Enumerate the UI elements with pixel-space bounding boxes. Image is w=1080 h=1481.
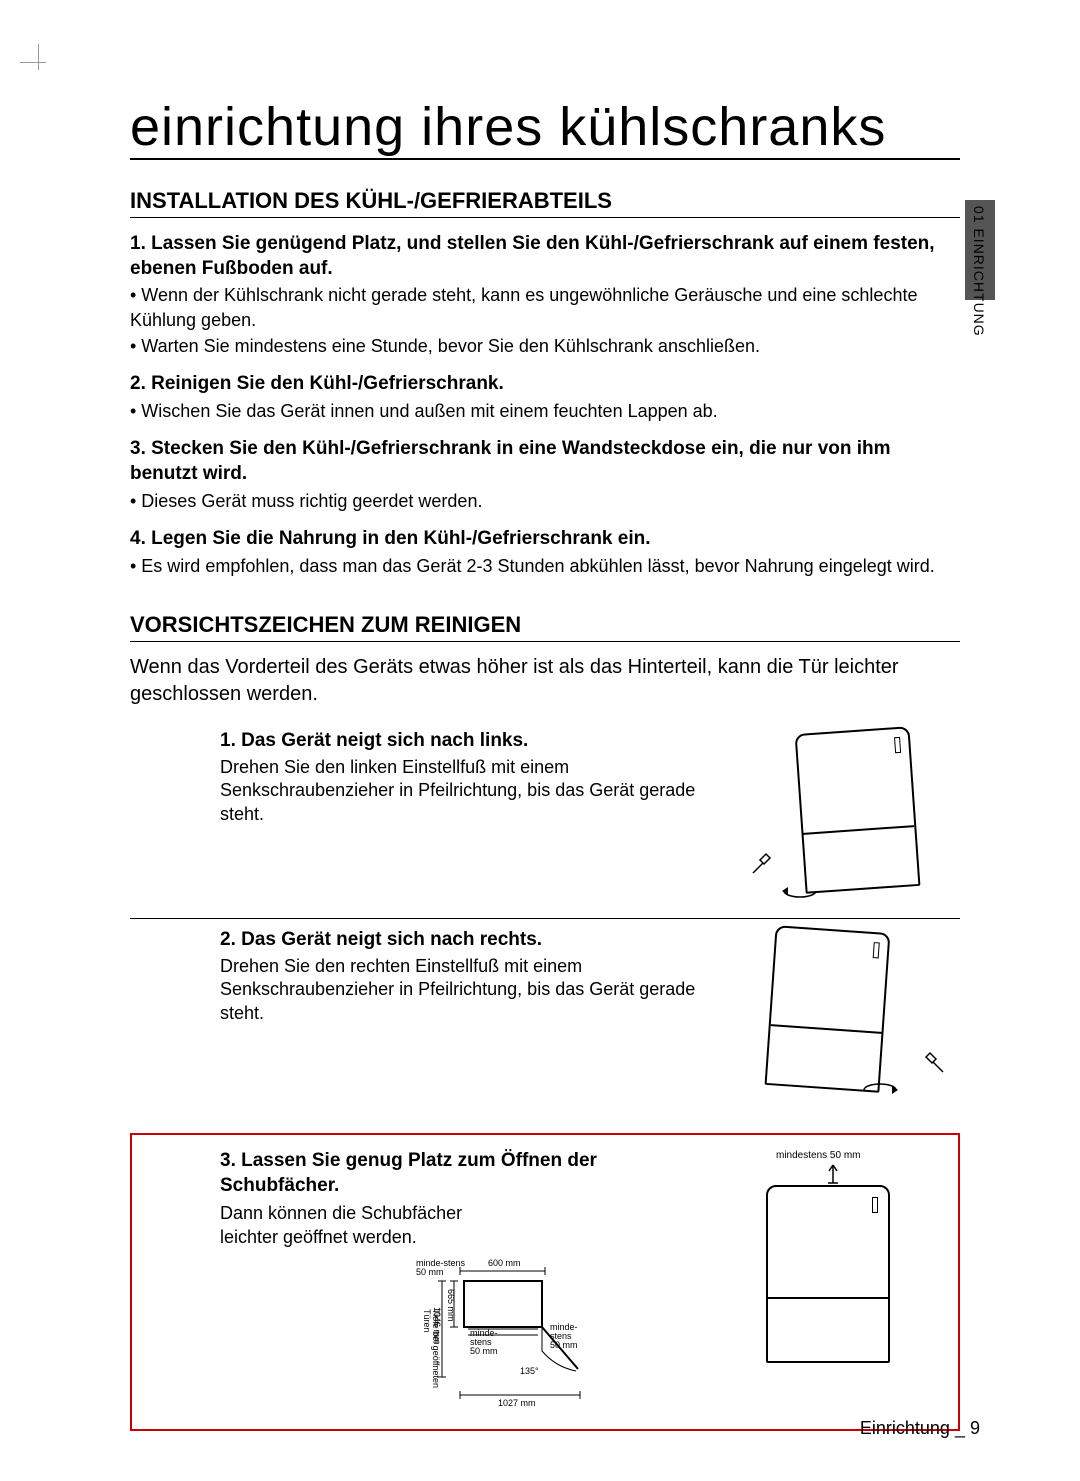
level-right-figure	[740, 929, 960, 1099]
footer-page-number: 9	[970, 1418, 980, 1438]
level-left-text: 1. Das Gerät neigt sich nach links. Dreh…	[130, 730, 720, 826]
dim-side-min-inner: minde- stens 50 mm	[470, 1329, 498, 1356]
fridge-tilted-right	[765, 925, 891, 1093]
level-right-text: 2. Das Gerät neigt sich nach rechts. Dre…	[130, 929, 720, 1025]
fridge-tilted-left	[795, 726, 921, 894]
step4-heading: 4. Legen Sie die Nahrung in den Kühl-/Ge…	[130, 527, 960, 552]
lbl2: stens	[444, 1258, 466, 1268]
dim-top-clear: mindestens 50 mm	[776, 1151, 860, 1161]
page-content: einrichtung ihres kühlschranks INSTALLAT…	[130, 100, 960, 1431]
clearance-desc: Dann können die Schubfächer leichter geö…	[220, 1202, 520, 1249]
side-tab-label: 01 EINRICHTUNG	[971, 206, 987, 337]
dim-angle: 135°	[520, 1367, 539, 1376]
step1-heading: 1. Lassen Sie genügend Platz, und stelle…	[130, 232, 960, 281]
clearance-heading: 3. Lassen Sie genug Platz zum Öffnen der…	[220, 1149, 686, 1198]
step3-heading: 3. Stecken Sie den Kühl-/Gefrierschrank …	[130, 437, 960, 486]
dim-side-min-label: minde-stens 50 mm	[416, 1259, 465, 1277]
fridge-front	[766, 1185, 890, 1363]
section-side-tab: 01 EINRICHTUNG	[965, 200, 995, 350]
dim-open-depth: 1046 mm	[432, 1307, 441, 1345]
step3-bullet1: • Dieses Gerät muss richtig geerdet werd…	[130, 489, 960, 513]
step1-bullet2: • Warten Sie mindestens eine Stunde, bev…	[130, 334, 960, 358]
dim-width: 600 mm	[488, 1259, 521, 1268]
dim-open-width: 1027 mm	[498, 1399, 536, 1408]
step1-bullet1: • Wenn der Kühlschrank nicht gerade steh…	[130, 283, 960, 332]
level-right-desc: Drehen Sie den rechten Einstellfuß mit e…	[220, 955, 720, 1025]
step2-heading: 2. Reinigen Sie den Kühl-/Gefrierschrank…	[130, 372, 960, 397]
dim-side-min-right: minde- stens 50 mm	[550, 1323, 578, 1350]
section-leveling-title: VORSICHTSZEICHEN ZUM REINIGEN	[130, 612, 960, 642]
section-install-title: INSTALLATION DES KÜHL-/GEFRIERABTEILS	[130, 188, 960, 218]
page-footer: Einrichtung _ 9	[860, 1418, 980, 1439]
rotate-arrow-icon	[780, 882, 820, 900]
page-title: einrichtung ihres kühlschranks	[130, 100, 960, 160]
clearance-block: 3. Lassen Sie genug Platz zum Öffnen der…	[130, 1133, 960, 1431]
level-left-figure	[740, 730, 960, 900]
step2-bullet1: • Wischen Sie das Gerät innen und außen …	[130, 399, 960, 423]
crop-mark	[20, 44, 56, 80]
leveling-intro: Wenn das Vorderteil des Geräts etwas höh…	[130, 654, 960, 708]
level-left-heading: 1. Das Gerät neigt sich nach links.	[220, 730, 720, 752]
level-left-block: 1. Das Gerät neigt sich nach links. Dreh…	[130, 720, 960, 919]
level-right-heading: 2. Das Gerät neigt sich nach rechts.	[220, 929, 720, 951]
dim-depth: 665 mm	[446, 1289, 455, 1322]
dim-side-min: 50 mm	[416, 1267, 444, 1277]
topview-diagram: minde-stens 50 mm 600 mm Tiefe bei geöff…	[420, 1259, 590, 1409]
level-right-block: 2. Das Gerät neigt sich nach rechts. Dre…	[130, 919, 960, 1117]
clearance-text: 3. Lassen Sie genug Platz zum Öffnen der…	[144, 1149, 686, 1409]
arrow-up-icon	[826, 1163, 840, 1185]
footer-label: Einrichtung _	[860, 1418, 965, 1438]
level-left-desc: Drehen Sie den linken Einstellfuß mit ei…	[220, 756, 720, 826]
screwdriver-icon	[750, 850, 776, 876]
screwdriver-icon	[920, 1049, 946, 1075]
rotate-arrow-icon	[860, 1081, 900, 1099]
clearance-front-figure: mindestens 50 mm	[716, 1149, 946, 1369]
step4-bullet1: • Es wird empfohlen, dass man das Gerät …	[130, 554, 960, 578]
